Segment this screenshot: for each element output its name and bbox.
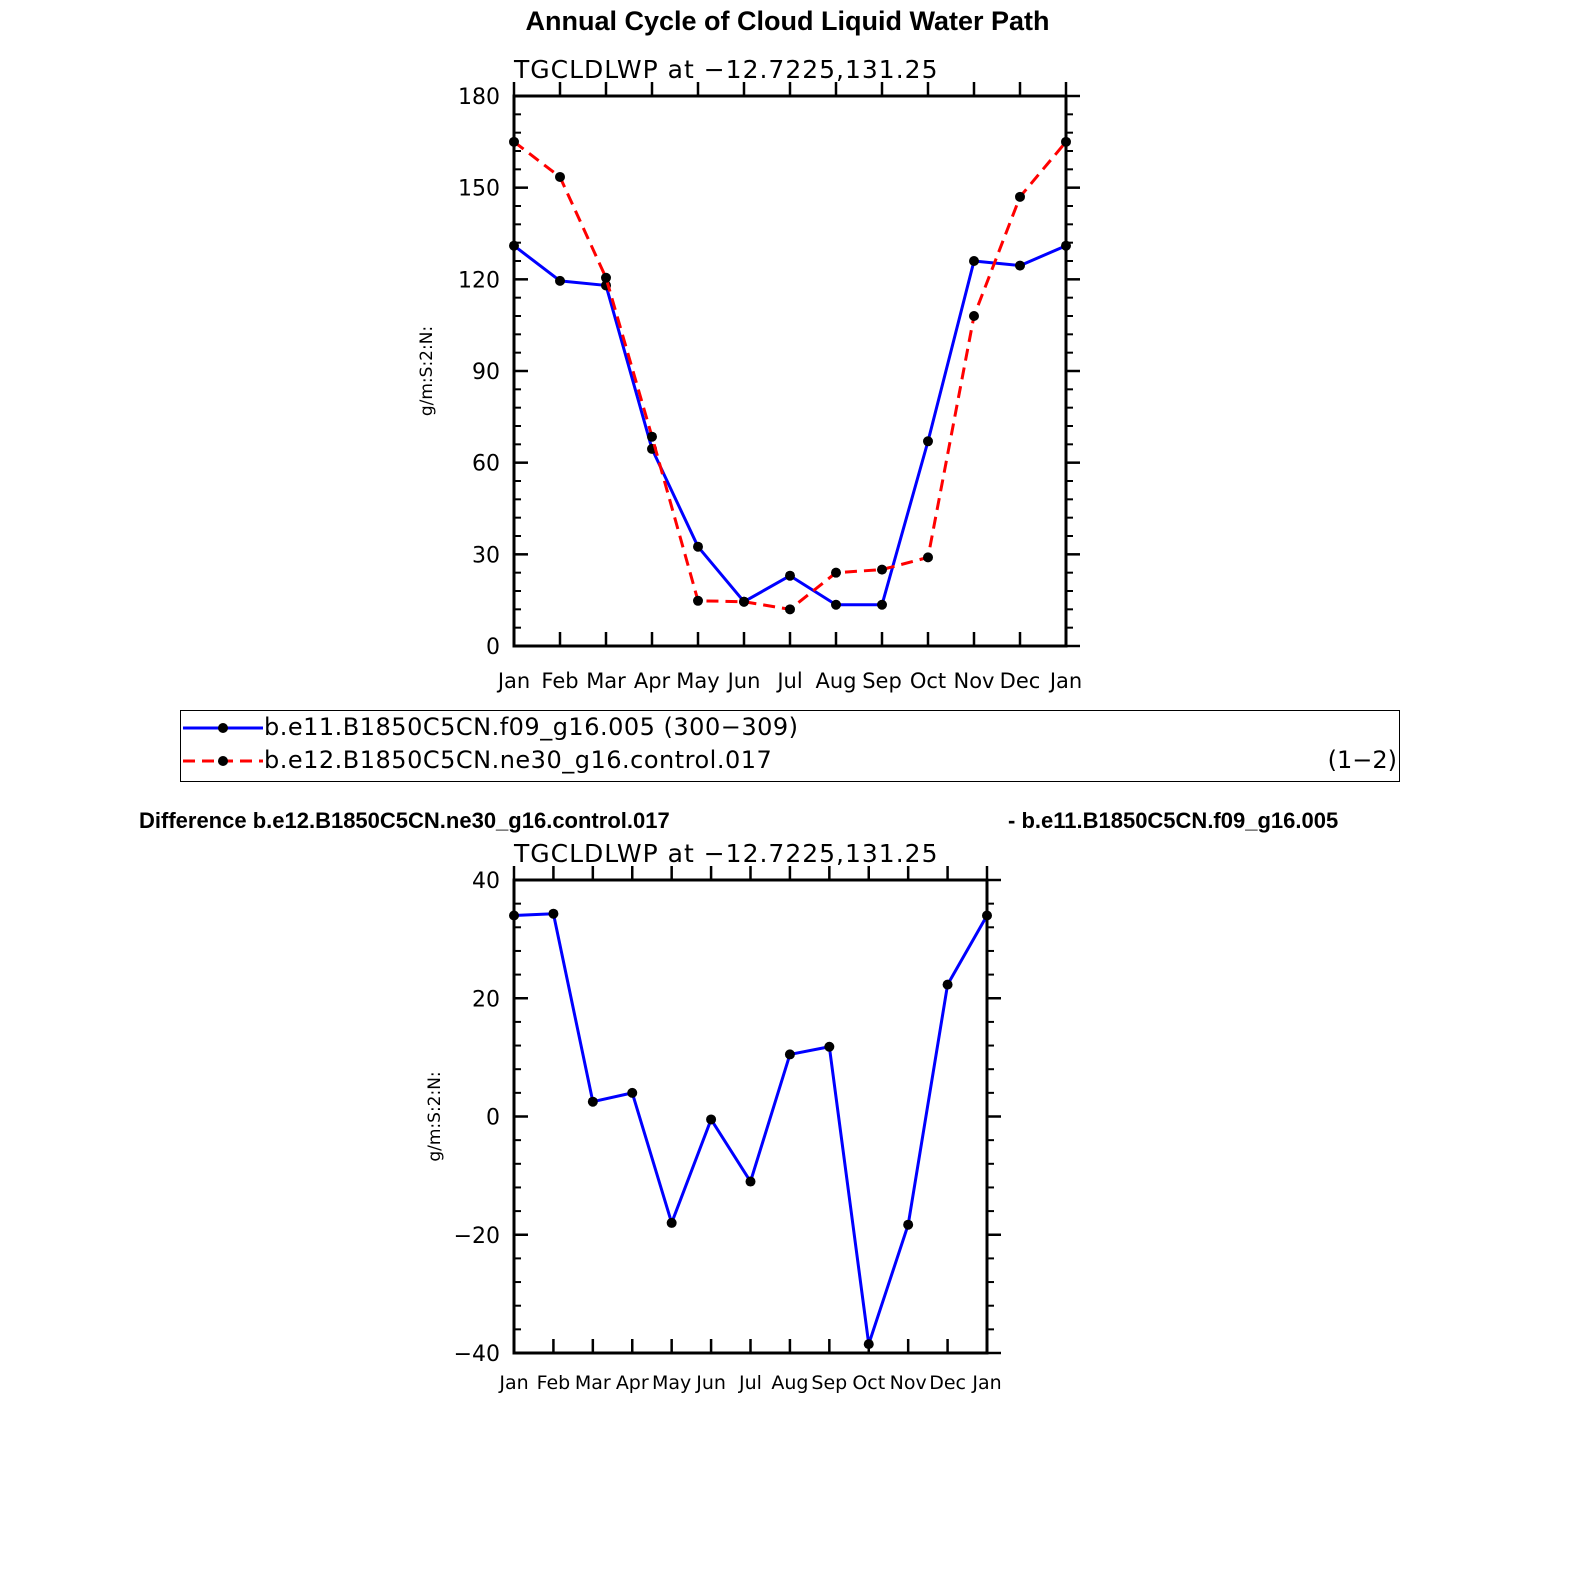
x-tick-label: Oct	[852, 1372, 885, 1394]
data-point	[784, 1049, 795, 1060]
x-tick-label: Dec	[929, 1372, 966, 1394]
x-tick-label: Jun	[726, 669, 761, 693]
data-point	[647, 431, 657, 442]
x-tick-label: Jan	[498, 1372, 528, 1394]
x-tick-label: Oct	[910, 669, 946, 693]
data-point	[831, 567, 841, 578]
series-line-1	[513, 912, 989, 1346]
x-tick-label: Jan	[496, 669, 530, 693]
data-point	[693, 595, 703, 606]
data-point	[942, 979, 953, 990]
legend-entry-series2: b.e12.B1850C5CN.ne30_g16.control.017 (1−…	[181, 744, 1399, 778]
data-point	[509, 136, 519, 147]
data-point	[627, 1087, 638, 1098]
chart-subtitle: TGCLDLWP at −12.7225,131.25	[513, 839, 938, 868]
data-point	[969, 311, 979, 321]
legend-swatch-series1	[183, 723, 263, 733]
data-point	[824, 1041, 835, 1052]
y-tick-label: 30	[472, 543, 500, 568]
data-point	[1061, 136, 1071, 147]
data-point	[739, 596, 749, 607]
x-tick-label: Nov	[890, 1372, 927, 1394]
legend-suffix: (1−2)	[1327, 746, 1397, 774]
y-axis-label: g/m:S:2:N:	[425, 1071, 445, 1161]
data-point	[601, 272, 611, 283]
x-tick-label: May	[676, 669, 719, 693]
y-tick-label: 90	[472, 360, 500, 385]
y-tick-label: 150	[458, 177, 500, 202]
chart-title: Annual Cycle of Cloud Liquid Water Path	[525, 6, 1050, 36]
x-tick-label: Feb	[537, 1372, 571, 1394]
data-point	[706, 1114, 717, 1125]
data-point	[863, 1339, 874, 1350]
data-point	[509, 240, 519, 251]
data-point	[1015, 260, 1025, 271]
legend-label-series2: b.e12.B1850C5CN.ne30_g16.control.017	[264, 746, 773, 774]
y-tick-label: 0	[486, 1106, 500, 1131]
data-point	[666, 1217, 677, 1228]
legend-entry-series1: b.e11.B1850C5CN.f09_g16.005 (300−309)	[181, 711, 1399, 745]
x-tick-label: Mar	[575, 1372, 611, 1394]
data-point	[555, 171, 565, 182]
data-point	[969, 256, 979, 266]
x-tick-label: Sep	[862, 669, 902, 693]
x-tick-label: Jun	[695, 1372, 726, 1394]
chart-subtitle: TGCLDLWP at −12.7225,131.25	[513, 55, 938, 84]
x-tick-label: Nov	[954, 669, 995, 693]
x-tick-label: Aug	[815, 669, 856, 693]
data-point	[831, 599, 841, 610]
x-tick-label: Mar	[586, 669, 626, 693]
data-point	[555, 275, 565, 286]
data-point	[1015, 191, 1025, 202]
y-tick-label: 120	[458, 268, 500, 293]
data-point	[587, 1096, 598, 1107]
x-tick-label: Sep	[811, 1372, 847, 1394]
data-point	[548, 908, 559, 919]
y-tick-label: −20	[454, 1224, 500, 1249]
data-point	[982, 910, 992, 921]
data-point	[923, 552, 933, 563]
legend-label-series1: b.e11.B1850C5CN.f09_g16.005 (300−309)	[264, 713, 799, 741]
x-tick-label: Apr	[616, 1372, 649, 1394]
data-point	[785, 570, 795, 581]
difference-title-left: Difference b.e12.B1850C5CN.ne30_g16.cont…	[139, 808, 670, 833]
y-tick-label: 20	[472, 987, 500, 1012]
x-tick-label: Apr	[634, 669, 671, 693]
data-point	[1061, 240, 1071, 251]
data-point	[509, 910, 519, 921]
data-point	[693, 541, 703, 552]
data-point	[785, 604, 795, 615]
legend-swatch-series2	[183, 756, 263, 766]
x-tick-label: Feb	[541, 669, 578, 693]
difference-title-right: - b.e11.B1850C5CN.f09_g16.005	[1008, 808, 1339, 833]
x-tick-label: Dec	[1000, 669, 1041, 693]
x-tick-label: Jan	[971, 1372, 1001, 1394]
data-point	[877, 564, 887, 575]
y-tick-label: 40	[472, 869, 500, 894]
x-tick-label: Jan	[1048, 669, 1082, 693]
x-tick-label: May	[652, 1372, 691, 1394]
data-point	[923, 436, 933, 447]
y-tick-label: 180	[458, 85, 500, 110]
data-point	[903, 1219, 914, 1230]
top-line-chart: Jan Feb Mar Apr May Jun Jul Aug Sep Oct Nov Dec Jan 0…	[417, 55, 1082, 693]
x-tick-label: Aug	[771, 1372, 808, 1394]
y-axis-label: g/m:S:2:N:	[417, 326, 437, 416]
legend: b.e11.B1850C5CN.f09_g16.005 (300−309) b.…	[180, 710, 1400, 782]
plot-frame	[512, 878, 989, 1355]
data-point	[745, 1176, 756, 1187]
x-tick-label: Jul	[738, 1372, 762, 1394]
x-tick-label: Jul	[775, 669, 802, 693]
y-tick-label: 0	[486, 635, 500, 660]
y-tick-label: 60	[472, 452, 500, 477]
data-point	[877, 599, 887, 610]
y-tick-label: −40	[454, 1342, 500, 1367]
